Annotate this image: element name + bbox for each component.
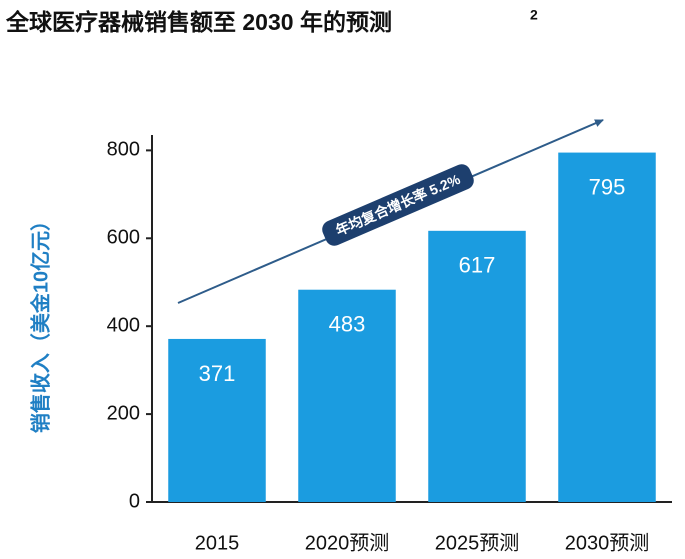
data-label: 483 [329, 312, 366, 337]
title-superscript: 2 [530, 7, 538, 23]
bar [168, 338, 266, 502]
x-tick-label: 2030预测 [565, 531, 650, 554]
y-tick-label: 400 [107, 314, 140, 336]
x-tick-label: 2015 [195, 532, 240, 554]
y-tick-label: 800 [107, 139, 140, 161]
chart-title: 全球医疗器械销售额至 2030 年的预测 [5, 9, 392, 35]
bar [558, 152, 656, 502]
y-tick-label: 0 [129, 490, 140, 512]
y-tick-label: 200 [107, 402, 140, 424]
data-label: 371 [199, 361, 236, 386]
x-tick-label: 2025预测 [435, 531, 520, 554]
data-label: 795 [589, 174, 626, 199]
data-label: 617 [459, 253, 496, 278]
y-axis-label: 销售收入（美金10亿元） [28, 211, 52, 433]
bar [298, 289, 396, 502]
x-tick-label: 2020预测 [305, 531, 390, 554]
annotation-box [322, 164, 474, 246]
annotation: 年均复合增长率 5.2% [333, 171, 463, 239]
y-tick-label: 600 [107, 227, 140, 249]
bar [428, 230, 526, 503]
